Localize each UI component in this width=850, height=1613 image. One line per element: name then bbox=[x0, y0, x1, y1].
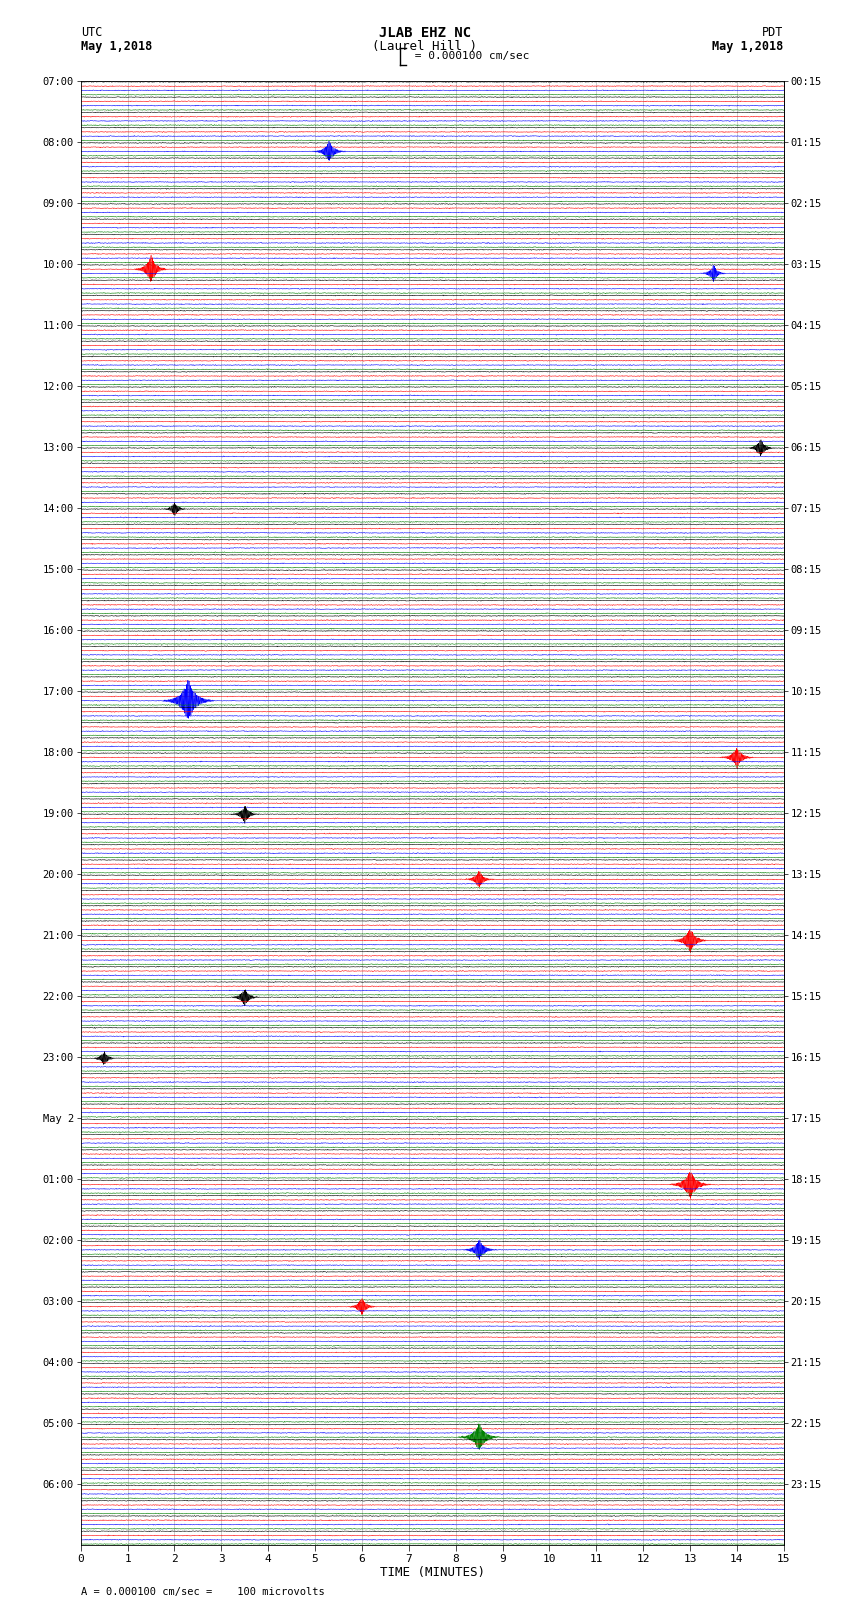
Text: UTC: UTC bbox=[81, 26, 102, 39]
Text: (Laurel Hill ): (Laurel Hill ) bbox=[372, 40, 478, 53]
X-axis label: TIME (MINUTES): TIME (MINUTES) bbox=[380, 1566, 484, 1579]
Text: JLAB EHZ NC: JLAB EHZ NC bbox=[379, 26, 471, 40]
Text: A = 0.000100 cm/sec =    100 microvolts: A = 0.000100 cm/sec = 100 microvolts bbox=[81, 1587, 325, 1597]
Text: May 1,2018: May 1,2018 bbox=[81, 40, 152, 53]
Text: May 1,2018: May 1,2018 bbox=[712, 40, 784, 53]
Text: = 0.000100 cm/sec: = 0.000100 cm/sec bbox=[408, 52, 530, 61]
Text: PDT: PDT bbox=[762, 26, 784, 39]
